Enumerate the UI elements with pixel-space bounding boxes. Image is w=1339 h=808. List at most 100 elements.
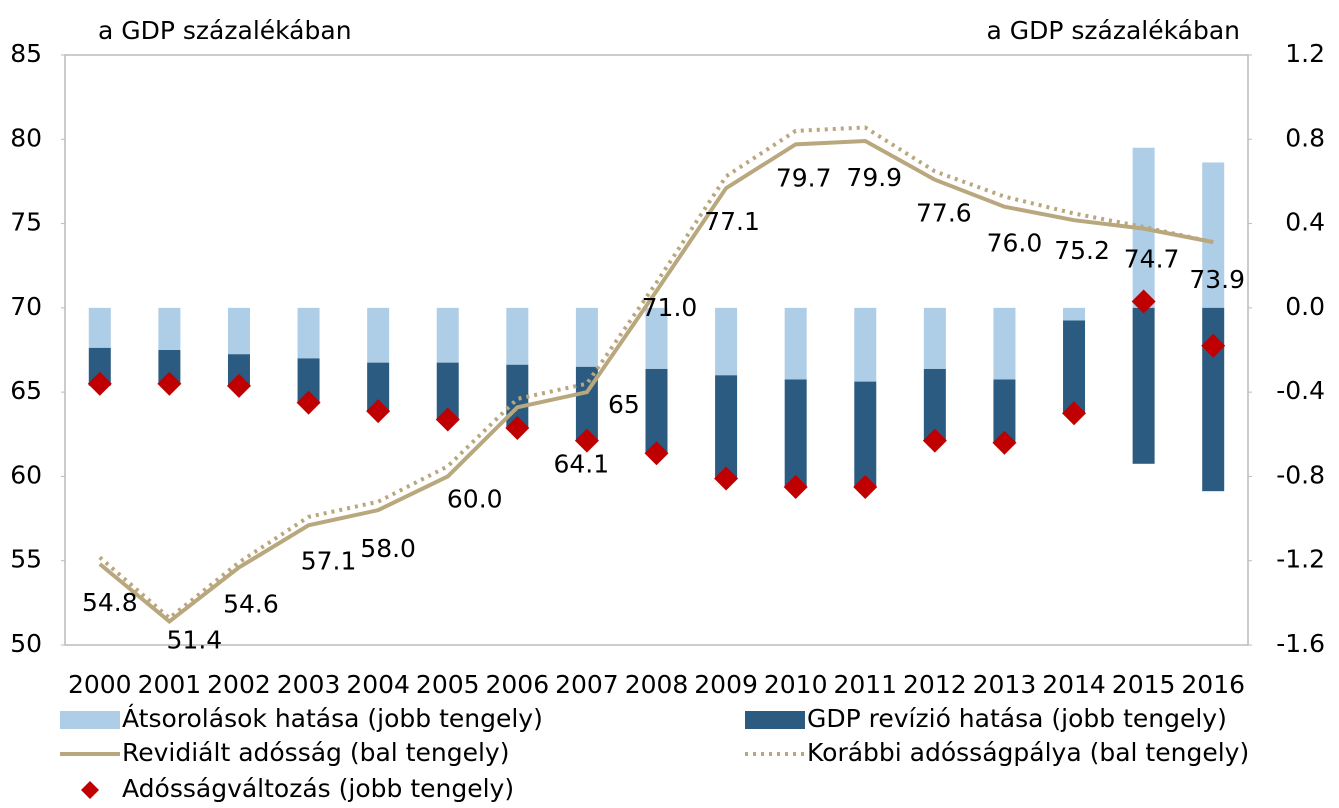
y2-tick-label: 0.8 (1285, 123, 1325, 152)
diamond-marker (574, 428, 599, 453)
diamond-marker (1201, 333, 1226, 358)
y2-tick-label: -1.2 (1276, 545, 1325, 574)
bar (297, 358, 320, 403)
bar (784, 379, 807, 487)
bar (227, 354, 250, 386)
data-label: 58.0 (360, 534, 416, 563)
legend-label: Korábbi adósságpálya (bal tengely) (807, 738, 1249, 767)
bar (784, 307, 807, 380)
y-tick-label: 80 (10, 123, 42, 152)
data-label: 73.9 (1189, 265, 1245, 294)
bar (1063, 307, 1086, 321)
x-tick-label: 2014 (1042, 670, 1106, 699)
x-tick-label: 2010 (764, 670, 828, 699)
x-tick-label: 2008 (625, 670, 689, 699)
line (98, 138, 1214, 624)
legend-label: Átsorolások hatása (jobb tengely) (122, 704, 543, 733)
x-tick-label: 2006 (486, 670, 550, 699)
legend-swatch (60, 711, 120, 729)
data-label: 57.1 (301, 546, 357, 575)
x-tick-label: 2002 (207, 670, 271, 699)
y-tick-label: 70 (10, 292, 42, 321)
diamond-marker (714, 466, 739, 491)
data-label: 79.9 (846, 163, 902, 192)
diamond-marker (922, 428, 947, 453)
x-tick-label: 2009 (694, 670, 758, 699)
y-tick-label: 55 (10, 545, 42, 574)
plot-frame (64, 54, 1249, 646)
bar (645, 368, 668, 454)
bar (923, 307, 946, 369)
diamond-marker (226, 373, 251, 398)
diamond-marker (992, 430, 1017, 455)
y2-tick-label: -1.6 (1276, 629, 1325, 658)
diamond-marker (435, 407, 460, 432)
bar (645, 307, 668, 369)
bar (158, 307, 181, 350)
y2-tick-label: -0.8 (1276, 460, 1325, 489)
y-tick-label: 75 (10, 208, 42, 237)
bar (367, 362, 390, 412)
diamond-marker (87, 371, 112, 396)
bar (1063, 320, 1086, 414)
x-tick-label: 2001 (138, 670, 202, 699)
x-tick-label: 2011 (833, 670, 897, 699)
x-tick-label: 2015 (1112, 670, 1176, 699)
data-label: 76.0 (987, 229, 1043, 258)
legend-swatch (81, 781, 99, 799)
bar (1132, 307, 1155, 464)
bar (436, 362, 459, 420)
x-tick-label: 2003 (277, 670, 341, 699)
y-tick-label: 50 (10, 629, 42, 658)
x-tick-label: 2012 (903, 670, 967, 699)
y2-tick-label: -0.4 (1276, 376, 1325, 405)
bar (436, 307, 459, 363)
diamond-marker (853, 474, 878, 499)
diamond-marker (1062, 401, 1087, 426)
y2-tick-label: 0.0 (1285, 292, 1325, 321)
data-label: 64.1 (553, 449, 609, 478)
x-tick-label: 2004 (346, 670, 410, 699)
y-tick-label: 60 (10, 460, 42, 489)
y2-tick-label: 0.4 (1285, 208, 1325, 237)
bar (227, 307, 250, 355)
bar (715, 307, 738, 376)
bar (1202, 307, 1225, 492)
data-label: 65 (608, 390, 640, 419)
bar (854, 381, 877, 487)
data-label: 54.6 (223, 589, 279, 618)
dotted-line (98, 125, 1214, 621)
data-label: 75.2 (1054, 236, 1110, 265)
bar (575, 307, 598, 367)
x-tick-label: 2013 (973, 670, 1037, 699)
bar (506, 307, 529, 365)
diamond-marker (505, 415, 530, 440)
data-label: 60.0 (447, 484, 503, 513)
data-label: 74.7 (1124, 245, 1180, 274)
data-label: 77.6 (916, 199, 972, 228)
bar (854, 307, 877, 382)
diamond-marker (783, 474, 808, 499)
y-axis-title: a GDP százalékában (98, 16, 352, 45)
legend-label: Adósságváltozás (jobb tengely) (122, 774, 514, 803)
y2-axis-title: a GDP százalékában (986, 16, 1240, 45)
bar (367, 307, 390, 363)
bar (88, 307, 111, 348)
diamond-marker (157, 371, 182, 396)
data-label: 77.1 (704, 207, 760, 236)
bar (88, 347, 111, 386)
x-tick-label: 2007 (555, 670, 619, 699)
bar (923, 368, 946, 441)
legend-label: GDP revízió hatása (jobb tengely) (807, 704, 1227, 733)
y2-tick-label: 1.2 (1285, 39, 1325, 68)
bar (158, 350, 181, 384)
x-tick-label: 2000 (68, 670, 132, 699)
legend-swatch (745, 711, 805, 729)
bar (993, 379, 1016, 443)
bar (993, 307, 1016, 380)
y-tick-label: 65 (10, 376, 42, 405)
data-label: 71.0 (642, 293, 698, 322)
data-label: 79.7 (776, 163, 832, 192)
bar (715, 375, 738, 479)
